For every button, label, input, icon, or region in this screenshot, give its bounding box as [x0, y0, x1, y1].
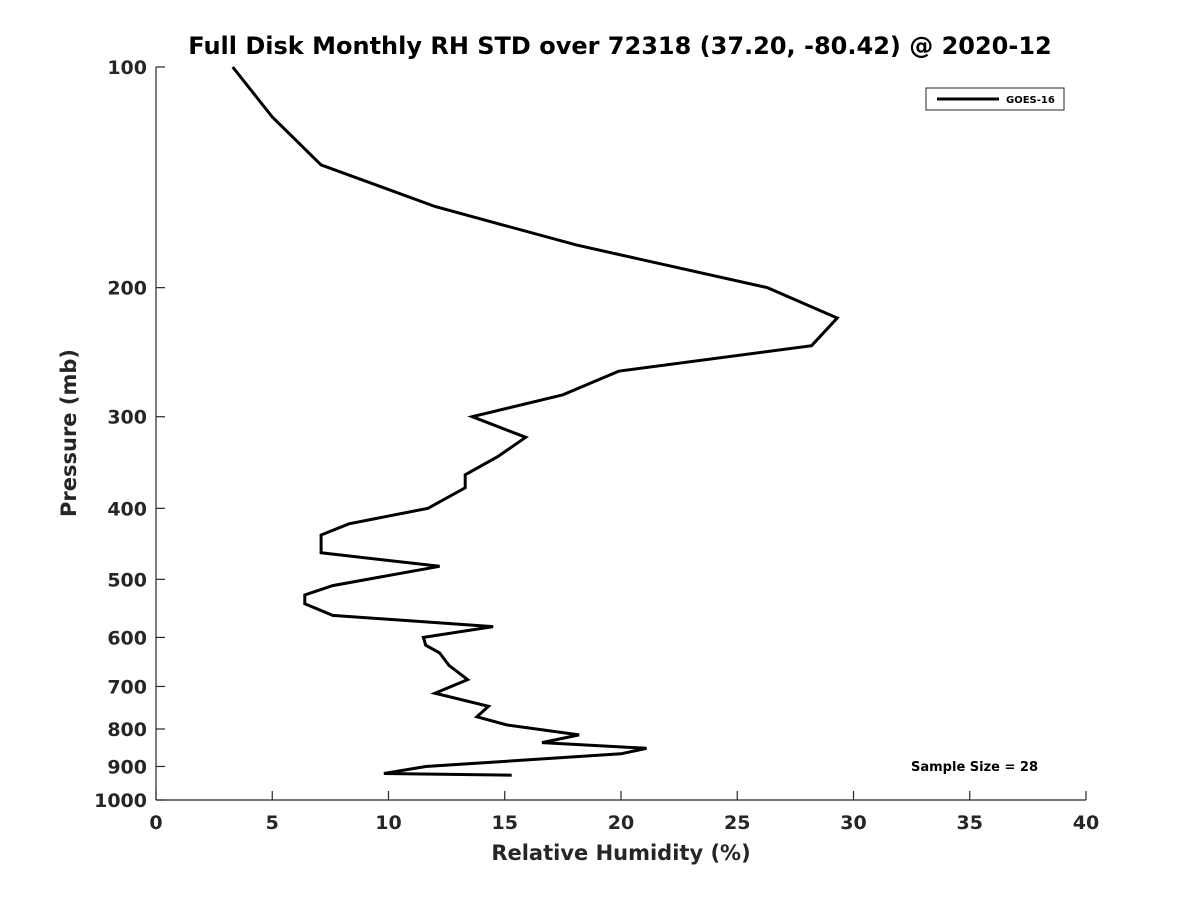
chart-title: Full Disk Monthly RH STD over 72318 (37.…	[188, 32, 1051, 60]
x-tick-label: 30	[840, 812, 866, 834]
x-tick-label: 15	[492, 812, 518, 834]
sample-size-annotation: Sample Size = 28	[911, 760, 1038, 775]
y-tick-label: 200	[107, 278, 147, 300]
x-ticks: 0 5 10 15 20 25 30 35 40	[149, 791, 1099, 834]
x-axis-label: Relative Humidity (%)	[491, 841, 750, 865]
y-tick-label: 1000	[94, 790, 147, 812]
x-tick-label: 25	[724, 812, 750, 834]
y-tick-label: 400	[107, 498, 147, 520]
y-tick-label: 700	[107, 676, 147, 698]
y-axis-label: Pressure (mb)	[57, 349, 81, 517]
legend: GOES-16	[925, 87, 1065, 111]
x-tick-label: 40	[1073, 812, 1099, 834]
x-tick-label: 10	[375, 812, 401, 834]
x-tick-label: 0	[149, 812, 162, 834]
legend-label-goes16: GOES-16	[1006, 95, 1055, 106]
series-line-goes-16	[231, 66, 840, 777]
y-tick-label: 800	[107, 719, 147, 741]
x-tick-label: 20	[608, 812, 634, 834]
y-tick-label: 500	[107, 569, 147, 591]
y-tick-label: 300	[107, 407, 147, 429]
y-ticks: 100 200 300 400 500 600 700 800 900 1000	[94, 57, 165, 812]
y-tick-label: 900	[107, 756, 147, 778]
series-layer	[231, 66, 840, 777]
x-tick-label: 5	[266, 812, 279, 834]
y-tick-label: 100	[107, 57, 147, 79]
x-tick-label: 35	[957, 812, 983, 834]
y-tick-label: 600	[107, 627, 147, 649]
